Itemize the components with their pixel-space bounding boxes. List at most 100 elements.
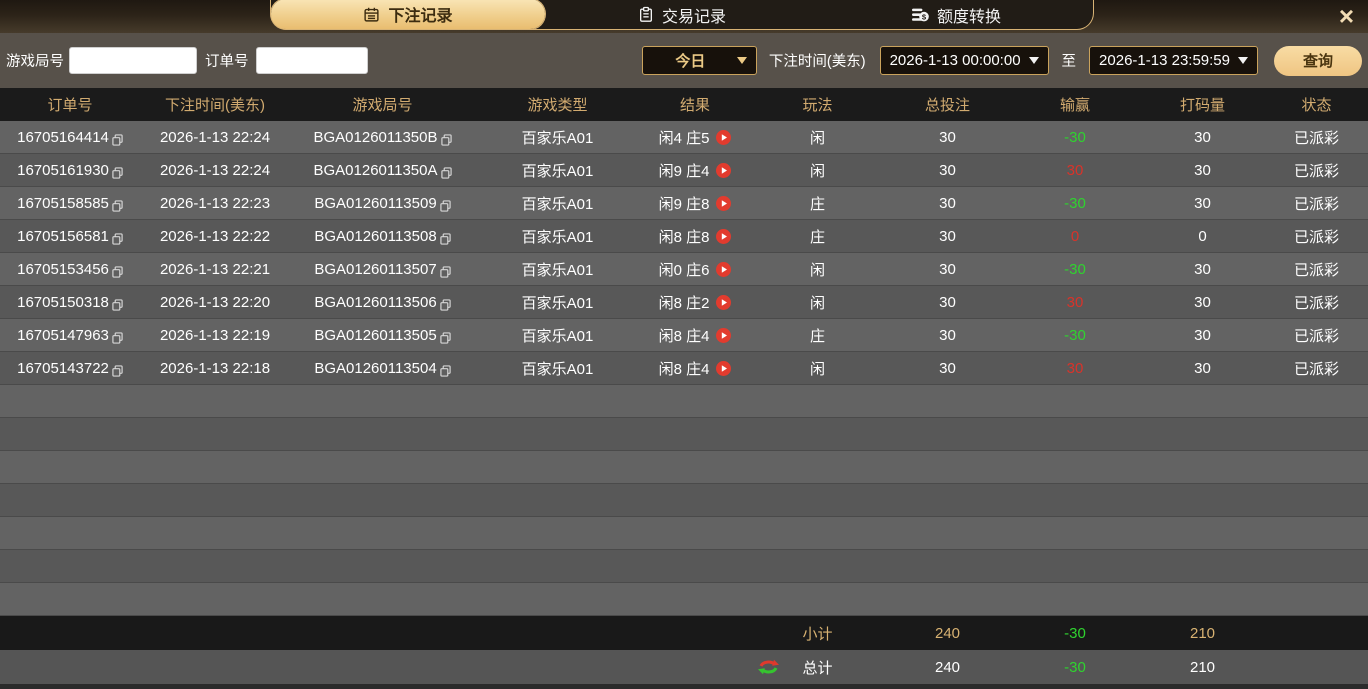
copy-icon[interactable]: [112, 167, 123, 179]
play-button[interactable]: [716, 327, 732, 343]
result-text: 闲8 庄2: [658, 294, 710, 312]
result-cell: 闲9 庄4: [640, 154, 750, 186]
refresh-exchange-icon[interactable]: [758, 659, 779, 676]
order-cell: 16705161930: [0, 154, 140, 186]
table-row[interactable]: 16705164414 2026-1-13 22:24 BGA012601135…: [0, 121, 1368, 154]
header-play-type: 玩法: [802, 97, 833, 114]
copy-icon[interactable]: [439, 200, 451, 212]
table-row[interactable]: 16705150318 2026-1-13 22:20 BGA012601135…: [0, 286, 1368, 319]
copy-icon[interactable]: [112, 200, 123, 212]
table-row[interactable]: 16705161930 2026-1-13 22:24 BGA012601135…: [0, 154, 1368, 187]
bet-time: 2026-1-13 22:18: [159, 359, 271, 377]
copy-icon[interactable]: [112, 233, 123, 245]
round-number: BGA01260113508: [314, 227, 437, 245]
copy-icon[interactable]: [440, 134, 452, 146]
play-button[interactable]: [716, 129, 732, 145]
game-round-label: 游戏局号: [6, 54, 64, 70]
time-from-select[interactable]: 2026-1-13 00:00:00: [879, 46, 1049, 75]
tab-credit-conversion[interactable]: $ 额度转换: [819, 0, 1093, 29]
copy-icon[interactable]: [112, 332, 123, 344]
table-row[interactable]: 16705156581 2026-1-13 22:22 BGA012601135…: [0, 220, 1368, 253]
copy-icon[interactable]: [112, 266, 123, 278]
bet-time-label: 下注时间(美东): [768, 54, 866, 70]
copy-icon[interactable]: [439, 299, 451, 311]
order-no-input[interactable]: [255, 47, 368, 74]
total-bet-cell: 30: [885, 286, 1010, 318]
play-type: 庄: [809, 228, 825, 246]
winloss-value: -30: [1064, 326, 1086, 344]
play-button[interactable]: [716, 162, 732, 178]
game-round-input[interactable]: [69, 47, 197, 74]
play-type: 庄: [809, 195, 825, 213]
total-bet-cell: 30: [885, 220, 1010, 252]
header-result: 结果: [679, 97, 710, 114]
date-range-select[interactable]: 今日: [641, 46, 757, 75]
total-bet-cell: 30: [885, 121, 1010, 153]
copy-icon[interactable]: [112, 299, 123, 311]
bet-time: 2026-1-13 22:21: [159, 260, 271, 278]
play-type-cell: 闲: [750, 352, 885, 384]
query-button[interactable]: 查询: [1274, 45, 1362, 76]
copy-icon[interactable]: [440, 167, 452, 179]
total-winloss-cell: -30: [1010, 650, 1140, 684]
top-bar: 下注记录 交易记录: [0, 0, 1368, 33]
total-bet-cell: 30: [885, 319, 1010, 351]
order-cell: 16705158585: [0, 187, 140, 219]
table-row[interactable]: 16705143722 2026-1-13 22:18 BGA012601135…: [0, 352, 1368, 385]
copy-icon[interactable]: [112, 365, 123, 377]
game-type-cell: 百家乐A01: [475, 220, 640, 252]
winloss-cell: -30: [1010, 319, 1140, 351]
tab-label: 额度转换: [936, 8, 1001, 26]
round-cell: BGA01260113508: [290, 220, 475, 252]
game-type-cell: 百家乐A01: [475, 121, 640, 153]
round-number: BGA01260113505: [314, 326, 437, 344]
result-text: 闲0 庄6: [658, 261, 710, 279]
winloss-cell: -30: [1010, 121, 1140, 153]
table-row[interactable]: 16705147963 2026-1-13 22:19 BGA012601135…: [0, 319, 1368, 352]
round-number: BGA01260113507: [314, 260, 437, 278]
tab-transaction-records[interactable]: 交易记录: [545, 0, 819, 29]
table-row[interactable]: 16705158585 2026-1-13 22:23 BGA012601135…: [0, 187, 1368, 220]
total-bet-cell: 30: [885, 352, 1010, 384]
subtotal-winloss-cell: -30: [1010, 616, 1140, 650]
time-to-select[interactable]: 2026-1-13 23:59:59: [1089, 46, 1258, 75]
order-number: 16705164414: [17, 128, 109, 146]
copy-icon[interactable]: [439, 365, 451, 377]
play-type-cell: 闲: [750, 121, 885, 153]
play-button[interactable]: [716, 228, 732, 244]
game-type: 百家乐A01: [521, 129, 594, 147]
round-number: BGA01260113504: [314, 359, 437, 377]
play-button[interactable]: [716, 261, 732, 277]
rolling-amount: 30: [1194, 194, 1211, 212]
game-type-cell: 百家乐A01: [475, 286, 640, 318]
clipboard-icon: [638, 6, 654, 23]
rolling-amount: 30: [1194, 161, 1211, 179]
order-cell: 16705147963: [0, 319, 140, 351]
bet-time: 2026-1-13 22:23: [159, 194, 271, 212]
winloss-value: -30: [1064, 128, 1086, 146]
tab-label: 交易记录: [661, 8, 726, 26]
copy-icon[interactable]: [439, 266, 451, 278]
total-bet: 30: [939, 128, 956, 146]
rolling-cell: 30: [1140, 352, 1265, 384]
play-button[interactable]: [716, 294, 732, 310]
play-type-cell: 闲: [750, 253, 885, 285]
copy-icon[interactable]: [112, 134, 123, 146]
play-button[interactable]: [716, 195, 732, 211]
game-type: 百家乐A01: [521, 228, 594, 246]
close-icon[interactable]: ×: [1338, 1, 1354, 31]
winloss-cell: 30: [1010, 154, 1140, 186]
copy-icon[interactable]: [439, 233, 451, 245]
copy-icon[interactable]: [439, 332, 451, 344]
table-body: 16705164414 2026-1-13 22:24 BGA012601135…: [0, 121, 1368, 616]
result-cell: 闲8 庄2: [640, 286, 750, 318]
subtotal-rolling: 210: [1189, 624, 1216, 642]
bet-time-cell: 2026-1-13 22:18: [140, 352, 290, 384]
empty-row: [0, 517, 1368, 550]
tab-bet-records[interactable]: 下注记录: [271, 0, 545, 29]
status-text: 已派彩: [1293, 162, 1339, 180]
table-row[interactable]: 16705153456 2026-1-13 22:21 BGA012601135…: [0, 253, 1368, 286]
round-cell: BGA0126011350B: [290, 121, 475, 153]
play-button[interactable]: [716, 360, 732, 376]
rolling-amount: 30: [1194, 326, 1211, 344]
